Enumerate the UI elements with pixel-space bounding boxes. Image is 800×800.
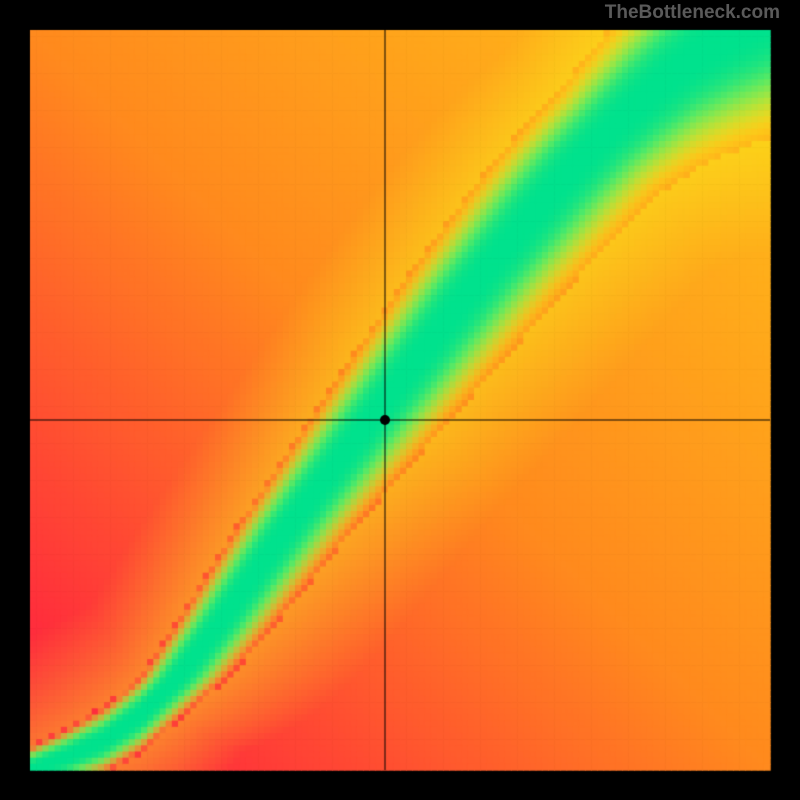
chart-container: TheBottleneck.com [0, 0, 800, 800]
heatmap-canvas [0, 0, 800, 800]
watermark-text: TheBottleneck.com [605, 2, 780, 24]
